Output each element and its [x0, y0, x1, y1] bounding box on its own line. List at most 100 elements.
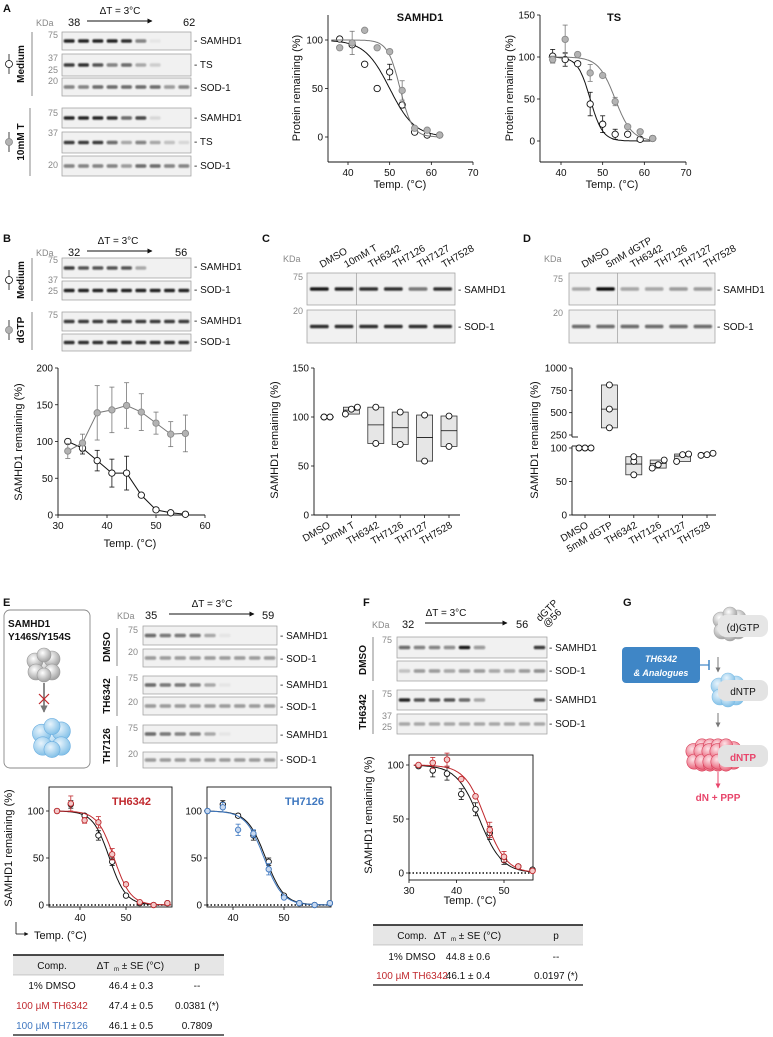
blot-band: [178, 85, 190, 89]
blot-band: [106, 340, 118, 345]
y-axis-label: SAMHD1 remaining (%): [269, 381, 281, 498]
panel-label-c: C: [262, 233, 270, 245]
y-tick-label: 100: [185, 807, 202, 818]
y-axis-label: SAMHD1 remaining (%): [3, 789, 15, 906]
chart-e-th7126: 40 50 0 50 100 TH7126: [185, 786, 334, 924]
condition-dgtp: dGTP: [16, 316, 27, 343]
blot-band: [204, 758, 216, 762]
blot-band: [135, 85, 147, 89]
blot-band: [309, 324, 329, 329]
series-10mm-t: [548, 24, 657, 143]
data-point: [660, 456, 668, 464]
blot-band: [413, 645, 426, 650]
blot-band: [164, 288, 175, 293]
blot-band: [398, 669, 411, 673]
blot-band: [473, 722, 486, 726]
y-tick-label: 0: [561, 511, 567, 522]
inhibitor-box: [622, 647, 700, 683]
data-point: [181, 510, 190, 518]
data-point: [398, 86, 406, 95]
data-point: [575, 444, 583, 452]
blot-band: [219, 704, 231, 708]
blot-band: [571, 324, 591, 329]
data-point: [296, 899, 303, 907]
blot-band: [383, 287, 403, 291]
protein-label-samhd1: - SAMHD1: [194, 316, 242, 327]
data-point: [423, 126, 431, 134]
kda-marker: 75: [128, 673, 138, 683]
blot-band: [518, 722, 531, 726]
blot-band: [106, 39, 118, 43]
end-temperature: 59: [262, 610, 274, 622]
data-point: [458, 790, 465, 798]
kda-marker: 20: [553, 308, 563, 318]
y-tick-label: 50: [312, 84, 324, 95]
kda-marker: 75: [48, 108, 58, 118]
table-cell: 1% DMSO: [28, 981, 75, 992]
blot-strip-c-sod: [306, 309, 456, 344]
blot-band: [149, 85, 161, 89]
data-point: [429, 759, 437, 767]
blot-band: [78, 164, 89, 168]
x-tick-label: 60: [199, 521, 211, 532]
blot-band: [144, 732, 157, 736]
data-point: [348, 39, 356, 47]
blot-band: [234, 758, 246, 762]
data-point: [605, 381, 613, 389]
data-point: [64, 447, 72, 455]
blot-band: [164, 140, 175, 145]
data-point: [336, 35, 344, 43]
blot-strip-d-samhd1: [568, 272, 716, 306]
kda-marker: 75: [382, 635, 392, 645]
range-box: [367, 406, 385, 444]
inhibitor-name: TH6342: [645, 654, 677, 664]
y-tick-label: 50: [191, 854, 203, 865]
y-tick-label: 0: [398, 869, 404, 880]
data-point: [137, 491, 145, 499]
data-point: [320, 413, 328, 421]
data-point: [624, 130, 632, 138]
blot-band: [63, 266, 75, 270]
x-tick-label: 40: [555, 168, 567, 179]
data-point: [472, 806, 479, 813]
blot-band: [149, 63, 161, 67]
fit-curve: [548, 56, 653, 141]
plot-frame: [206, 786, 332, 908]
blot-band: [63, 340, 75, 345]
dgtp-label: (d)GTP: [727, 623, 760, 634]
blot-strip-c-samhd1: [306, 272, 456, 306]
table-header-dtm: ΔT: [434, 931, 447, 942]
data-point: [605, 405, 613, 413]
x-tick-label: 70: [467, 168, 479, 179]
fit-curve: [331, 39, 440, 138]
blot-band: [78, 340, 89, 345]
blot-band: [693, 287, 713, 291]
protein-label-sod1: - SOD-1: [194, 337, 231, 348]
table-cell: 0.0197 (*): [534, 971, 578, 982]
series-dgtp: [64, 382, 190, 459]
data-point: [605, 424, 613, 432]
blot-band: [383, 324, 403, 329]
blot-band: [78, 39, 89, 43]
blot-band: [644, 324, 664, 329]
data-point: [372, 440, 380, 447]
data-point: [181, 429, 190, 438]
panel-label-a: A: [3, 3, 11, 15]
delta-t-label: ΔT = 3°C: [192, 599, 233, 610]
kda-label: KDa: [544, 254, 562, 264]
blot-band: [413, 722, 426, 726]
blot-strip-a-t-sod: [61, 155, 192, 177]
table-cell: 0.7809: [182, 1021, 213, 1032]
y-axis-label: Protein remaining (%): [504, 35, 516, 141]
start-temperature: 35: [145, 610, 157, 622]
blot-band: [413, 669, 426, 673]
table-cell: 46.1 ± 0.5: [109, 1021, 154, 1032]
y-tick-label: 0: [529, 137, 535, 148]
blot-band: [135, 266, 147, 270]
data-point: [697, 451, 705, 459]
y-tick-label: 50: [524, 95, 536, 106]
blot-band: [428, 722, 441, 726]
blot-band: [249, 656, 261, 660]
blot-band: [189, 732, 201, 736]
data-point: [78, 439, 87, 447]
